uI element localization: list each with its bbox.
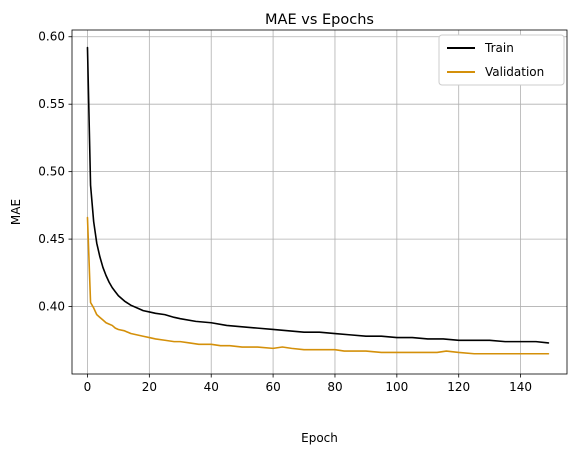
y-tick-label: 0.60	[38, 30, 65, 44]
legend: Train Validation	[438, 34, 565, 86]
legend-label-validation: Validation	[485, 65, 544, 79]
x-tick-label: 140	[509, 380, 532, 394]
x-axis-label: Epoch	[301, 431, 338, 445]
x-tick-label: 0	[84, 380, 92, 394]
x-tick-label: 100	[385, 380, 408, 394]
y-axis-label: MAE	[9, 199, 23, 225]
legend-label-train: Train	[484, 41, 514, 55]
series-line-validation	[86, 216, 550, 355]
x-tick-label: 120	[447, 380, 470, 394]
x-tick-label: 60	[265, 380, 280, 394]
axes	[71, 29, 568, 375]
grid-lines	[72, 30, 567, 374]
x-tick-label: 20	[142, 380, 157, 394]
x-tick-label: 40	[204, 380, 219, 394]
plot-frame	[71, 29, 568, 375]
chart-title: MAE vs Epochs	[265, 12, 374, 28]
x-axis-ticks: 0 20 40 60 80 100 120 140	[84, 374, 532, 394]
y-tick-label: 0.40	[38, 300, 65, 314]
series-line-train	[86, 46, 550, 344]
y-axis-ticks: 0.40 0.45 0.50 0.55 0.60	[38, 30, 72, 314]
y-tick-label: 0.55	[38, 97, 65, 111]
series-lines	[86, 46, 550, 355]
x-tick-label: 80	[327, 380, 342, 394]
y-tick-label: 0.50	[38, 165, 65, 179]
y-tick-label: 0.45	[38, 232, 65, 246]
